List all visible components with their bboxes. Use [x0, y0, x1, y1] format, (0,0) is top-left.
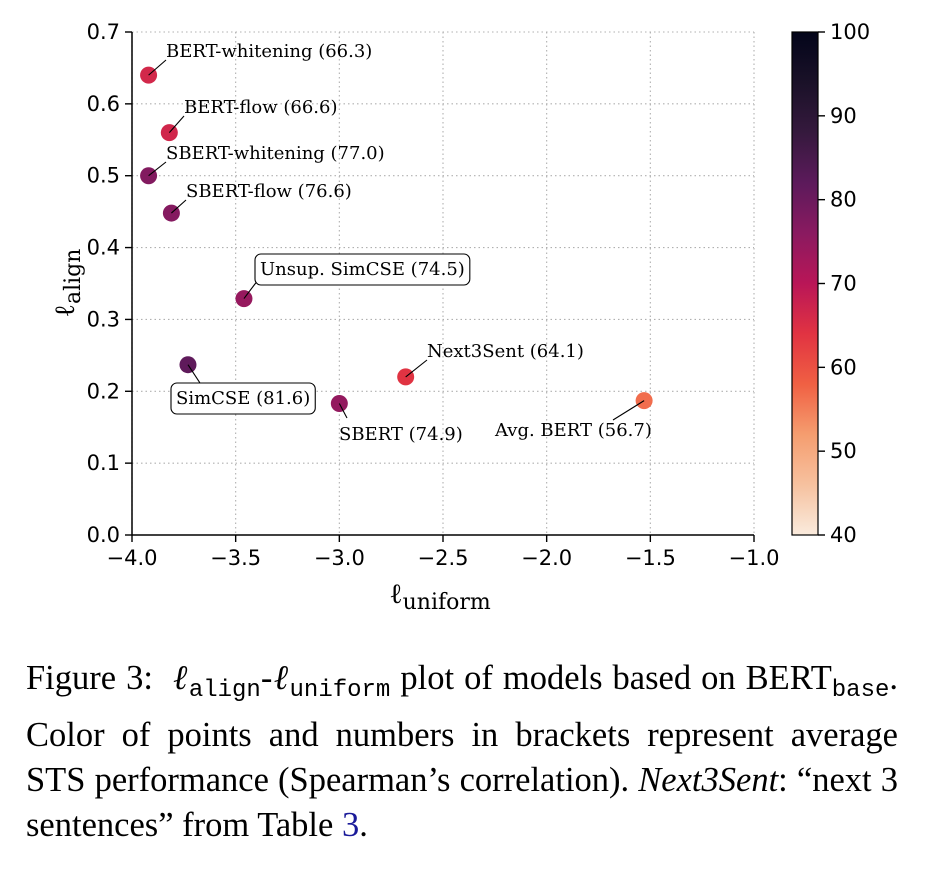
caption-text-3: : “next 3 sentences” from Table	[26, 761, 898, 844]
point-label: SBERT (74.9)	[339, 424, 463, 445]
x-axis-label-sub: uniform	[403, 590, 491, 615]
x-tick-label: −2.5	[418, 546, 469, 570]
caption-base-sub: base	[831, 677, 890, 704]
x-tick-label: −3.5	[210, 546, 261, 570]
x-axis-label: ℓuniform	[389, 577, 491, 615]
y-axis-label-sub: align	[61, 249, 86, 304]
label-leader-line	[148, 161, 167, 177]
point-label: Avg. BERT (56.7)	[494, 420, 652, 441]
caption-align-sub: align	[188, 677, 261, 704]
figure-caption: Figure 3: ℓalign-ℓuniform plot of models…	[26, 656, 898, 848]
colorbar-tick-label: 90	[830, 104, 857, 128]
x-tick-label: −1.5	[625, 546, 676, 570]
x-tick-label: −1.0	[729, 546, 780, 570]
caption-uniform-sub: uniform	[289, 677, 391, 704]
colorbar-tick-label: 40	[830, 523, 857, 547]
colorbar-gradient	[791, 31, 819, 536]
x-tick-label: −3.0	[314, 546, 365, 570]
caption-ell-uniform: ℓ	[272, 659, 290, 697]
label-leader-line	[171, 199, 187, 214]
caption-text-4: .	[359, 806, 368, 844]
point-label: SBERT-whitening (77.0)	[166, 143, 385, 164]
colorbar-tick-label: 70	[830, 272, 857, 296]
y-axis-label: ℓalign	[48, 249, 86, 318]
y-tick-label: 0.3	[87, 307, 120, 331]
label-leader-line	[405, 359, 428, 378]
colorbar-tick-label: 100	[830, 20, 870, 44]
y-tick-label: 0.4	[87, 236, 120, 260]
y-tick-label: 0.0	[87, 523, 120, 547]
label-leader-line	[148, 59, 167, 76]
colorbar-tick-label: 50	[830, 439, 857, 463]
axes	[125, 31, 755, 542]
y-tick-label: 0.7	[87, 20, 120, 44]
caption-figure-label: Figure 3:	[26, 659, 153, 697]
label-leader-line	[243, 279, 259, 299]
caption-text-1: plot of models based on BERT	[390, 659, 832, 697]
colorbar-tick-label: 80	[830, 188, 857, 212]
tick-labels: −4.0 −3.5 −3.0 −2.5 −2.0 −1.5 −1.0 0.0 0.1 0.2 0.3…	[87, 20, 780, 570]
y-tick-label: 0.6	[87, 92, 120, 116]
label-leader-line	[168, 115, 185, 133]
label-leader-line	[612, 400, 645, 421]
scatter-chart: −4.0 −3.5 −3.0 −2.5 −2.0 −1.5 −1.0 0.0 0.1 0.2 0.3…	[48, 20, 870, 615]
y-tick-label: 0.1	[87, 451, 120, 475]
point-label: BERT-whitening (66.3)	[166, 41, 372, 62]
caption-table-ref[interactable]: 3	[341, 806, 360, 844]
x-tick-label: −2.0	[521, 546, 572, 570]
point-label-box	[254, 253, 471, 286]
point-label: Next3Sent (64.1)	[427, 341, 584, 362]
caption-dash: -	[260, 659, 273, 697]
colorbar: 40 50 60 70 80 90 100	[791, 20, 870, 547]
point-label: SimCSE (81.6)	[176, 388, 310, 409]
label-leader-line	[187, 364, 201, 384]
y-axis-label-main: ℓ	[48, 304, 81, 317]
x-tick-label: −4.0	[107, 546, 158, 570]
point-label-box	[170, 382, 316, 415]
point-label: BERT-flow (66.6)	[184, 97, 337, 118]
caption-text-2: . Color of points and numbers in bracket…	[26, 659, 898, 799]
colorbar-tick-label: 60	[830, 355, 857, 379]
caption-next3sent: Next3Sent	[638, 761, 779, 799]
point-labels: BERT-whitening (66.3) BERT-flow (66.6) SBE…	[148, 41, 652, 445]
y-tick-label: 0.5	[87, 164, 120, 188]
caption-ell-align: ℓ	[173, 659, 189, 697]
point-label: Unsup. SimCSE (74.5)	[260, 259, 465, 280]
label-leader-line	[338, 403, 348, 419]
point-label: SBERT-flow (76.6)	[186, 181, 352, 202]
y-tick-label: 0.2	[87, 379, 120, 403]
x-axis-label-main: ℓ	[389, 577, 402, 610]
